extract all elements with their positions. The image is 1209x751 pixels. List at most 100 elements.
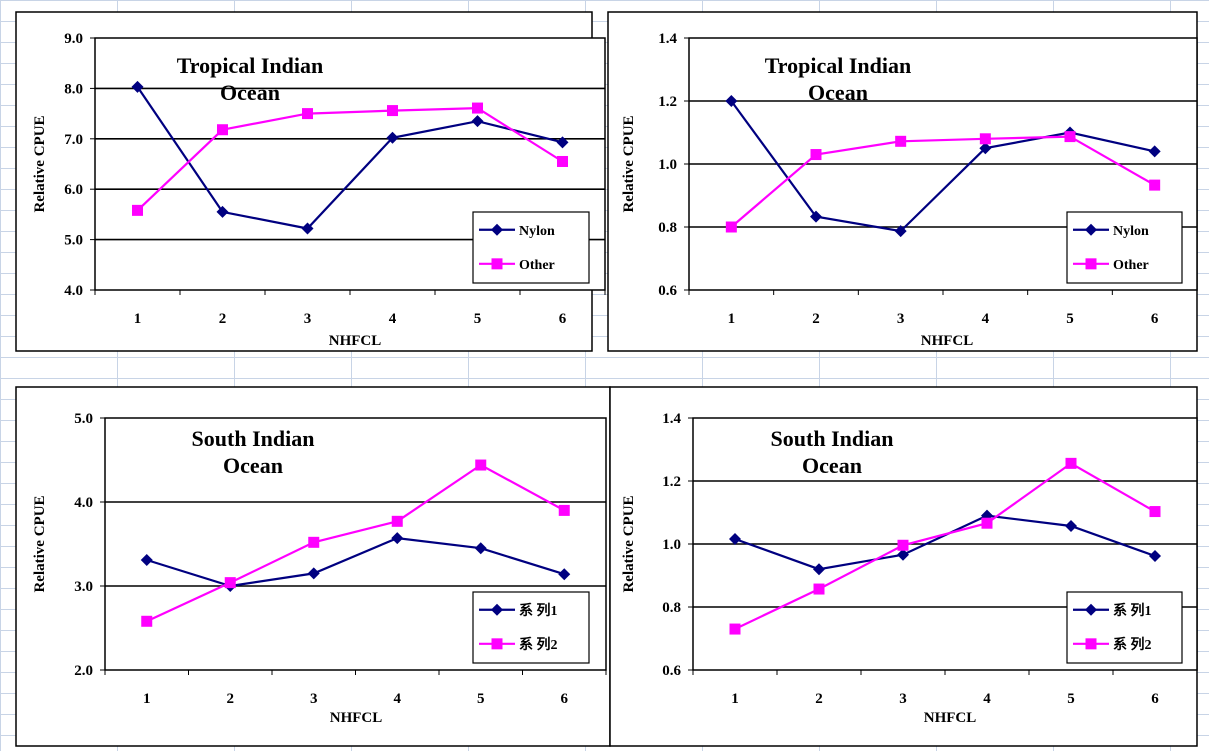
chart-title-line: South Indian [192, 426, 315, 451]
legend-label: Nylon [519, 224, 555, 239]
x-axis-title: NHFCL [924, 710, 977, 726]
x-tick-label: 2 [219, 311, 227, 327]
legend-label: 系 列2 [1113, 636, 1152, 653]
legend-label: Nylon [1113, 224, 1149, 239]
legend-box [1066, 591, 1183, 664]
legend-marker-diamond [491, 223, 503, 236]
legend-label: 系 列1 [519, 602, 558, 619]
y-tick-label: 8.0 [64, 81, 83, 97]
legend-marker-square [1085, 638, 1097, 650]
series-1-point [471, 115, 484, 128]
series-1-point [386, 131, 399, 144]
legend-marker-square [491, 258, 503, 270]
y-axis-title: Relative CPUE [621, 495, 637, 592]
x-tick-label: 1 [728, 311, 736, 327]
series-2-point [1065, 457, 1077, 469]
series-2-point [217, 124, 228, 136]
series-1-point [556, 136, 569, 149]
series-2-point [557, 155, 568, 167]
x-tick-label: 2 [812, 311, 820, 327]
y-tick-label: 0.6 [658, 283, 677, 299]
x-tick-label: 5 [1067, 691, 1075, 707]
series-1-point [131, 80, 144, 93]
series-2-point [391, 515, 403, 527]
x-tick-label: 5 [1066, 311, 1074, 327]
x-tick-label: 4 [983, 691, 991, 707]
legend-label: 系 列2 [519, 636, 558, 653]
legend-box [472, 211, 590, 284]
series-line-1 [136, 86, 563, 230]
y-tick-label: 1.4 [658, 31, 677, 47]
x-tick-label: 3 [897, 311, 905, 327]
y-tick-label: 4.0 [64, 283, 83, 299]
series-2-point [475, 459, 487, 471]
series-1-point [391, 532, 404, 545]
series-2-point [224, 577, 236, 589]
x-tick-label: 4 [389, 311, 397, 327]
x-tick-label: 1 [731, 691, 739, 707]
y-axis-title: Relative CPUE [32, 115, 48, 212]
series-2-point [308, 536, 320, 548]
series-2-point [472, 102, 483, 114]
y-tick-label: 1.0 [658, 157, 677, 173]
series-1-point [216, 205, 229, 218]
y-tick-label: 1.0 [662, 537, 681, 553]
x-tick-label: 1 [134, 311, 142, 327]
y-tick-label: 9.0 [64, 31, 83, 47]
x-tick-label: 5 [477, 691, 485, 707]
series-1-point [474, 542, 487, 555]
legend-box [472, 591, 590, 664]
series-2-point [979, 133, 991, 145]
series-1-point [307, 567, 320, 580]
x-axis-title: NHFCL [329, 333, 382, 349]
y-tick-label: 0.8 [658, 220, 677, 236]
series-2-point [1149, 179, 1161, 191]
x-tick-label: 4 [982, 311, 990, 327]
series-1-point [729, 532, 741, 545]
series-line-1 [730, 100, 1155, 233]
x-tick-label: 5 [474, 311, 482, 327]
y-tick-label: 3.0 [74, 579, 93, 595]
x-tick-label: 6 [559, 311, 567, 327]
series-1-point [897, 548, 909, 561]
y-axis-title: Relative CPUE [32, 495, 48, 592]
legend-marker-square [1085, 258, 1097, 270]
series-1-point [810, 210, 822, 223]
chart-panel-4: 0.6 0.8 1.0 1.2 1.4 1 2 3 4 5 6 NHFCL Relative CPUE S… [609, 386, 1198, 747]
series-2-point [141, 615, 153, 627]
legend-box [1066, 211, 1183, 284]
x-tick-label: 6 [1151, 691, 1159, 707]
y-tick-label: 1.2 [658, 94, 677, 110]
chart-title-line: Ocean [220, 80, 280, 105]
x-axis-title: NHFCL [330, 710, 383, 726]
chart-panel-3: 2.0 3.0 4.0 5.0 1 2 3 4 5 6 NHFCL Relative CPUE Sout… [15, 386, 611, 747]
x-tick-label: 3 [304, 311, 312, 327]
legend-marker-square [491, 638, 503, 650]
series-1-point [979, 142, 992, 155]
chart-panel-2: 0.6 0.8 1.0 1.2 1.4 1 2 3 4 5 6 NHFCL Relative CPUE T… [607, 11, 1198, 352]
y-tick-label: 1.2 [662, 474, 681, 490]
x-tick-label: 2 [227, 691, 235, 707]
series-2-point [895, 135, 907, 147]
x-tick-label: 1 [143, 691, 151, 707]
series-2-point [1064, 131, 1076, 143]
chart-title-line: Ocean [802, 453, 862, 478]
x-tick-label: 2 [815, 691, 823, 707]
legend-marker-diamond [1085, 603, 1097, 616]
series-1-point [140, 553, 153, 566]
chart-title-line: South Indian [771, 426, 894, 451]
series-2-point [132, 204, 143, 216]
chart-panel-1: 4.0 5.0 6.0 7.0 8.0 9.0 1 2 3 4 5 6 NHFCL Relative CP… [15, 11, 606, 352]
series-1-point [301, 222, 314, 235]
legend-marker-diamond [1085, 223, 1097, 236]
y-tick-label: 6.0 [64, 182, 83, 198]
series-2-point [810, 149, 822, 161]
series-2-point [1149, 506, 1161, 518]
series-2-point [725, 221, 737, 233]
y-tick-label: 5.0 [74, 411, 93, 427]
x-tick-label: 3 [899, 691, 907, 707]
series-1-point [813, 563, 825, 576]
y-tick-label: 4.0 [74, 495, 93, 511]
series-1-point [725, 95, 738, 107]
